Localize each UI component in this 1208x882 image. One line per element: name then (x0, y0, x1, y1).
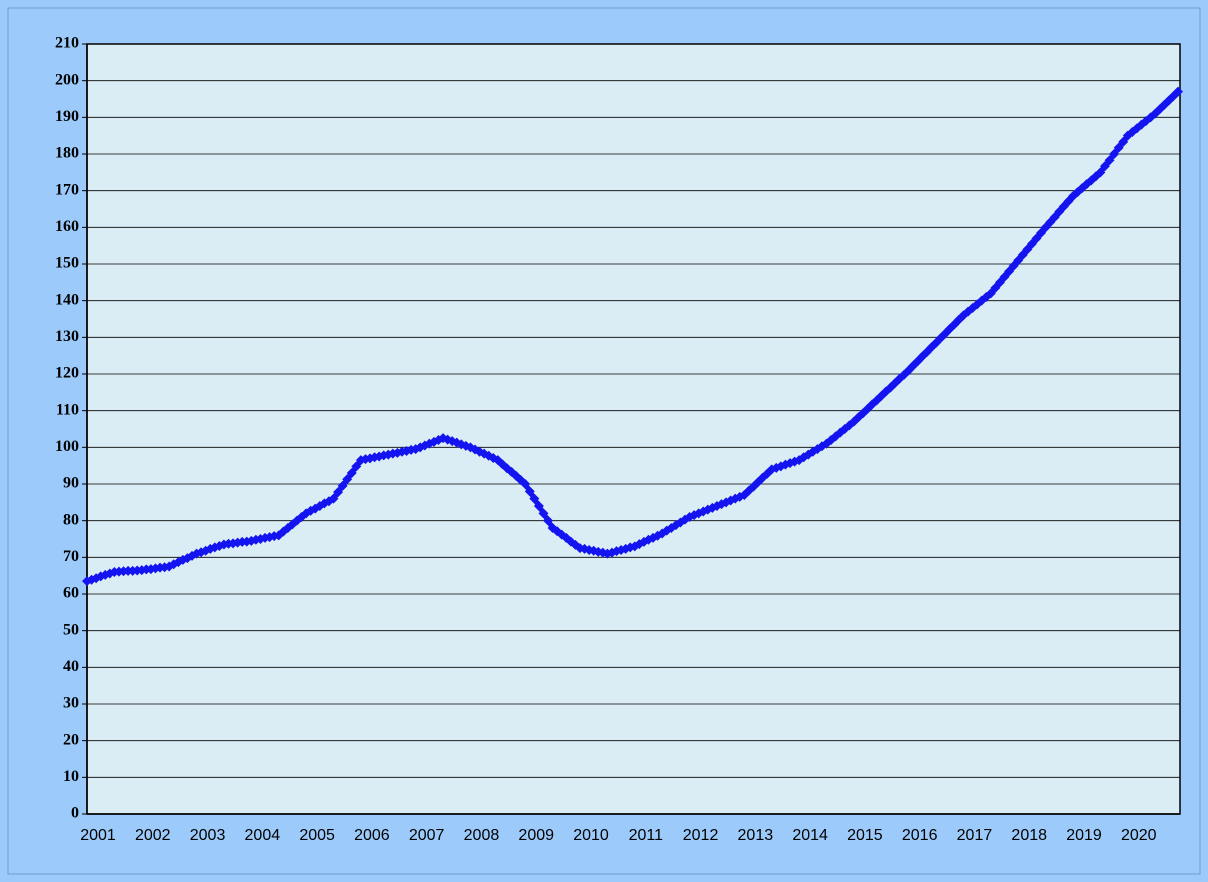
data-point (999, 271, 1010, 282)
y-tick-label: 30 (63, 695, 79, 712)
x-tick-label: 2018 (1011, 827, 1047, 844)
x-tick-label: 2006 (354, 827, 390, 844)
data-point (533, 501, 544, 511)
x-tick-label: 2013 (738, 827, 774, 844)
x-tick-label: 2019 (1066, 827, 1102, 844)
data-point (1017, 249, 1028, 260)
x-tick-label: 2016 (902, 827, 938, 844)
y-tick-label: 150 (55, 255, 79, 272)
data-point (1031, 233, 1042, 244)
data-point (1095, 167, 1106, 178)
data-point (538, 508, 549, 519)
x-tick-label: 2015 (847, 827, 883, 844)
y-tick-label: 20 (63, 731, 79, 748)
x-tick-label: 2004 (245, 827, 281, 844)
y-tick-label: 60 (63, 585, 79, 602)
data-point (337, 480, 348, 491)
data-point (1049, 212, 1060, 223)
y-tick-label: 40 (63, 658, 79, 675)
y-tick-label: 90 (63, 475, 79, 492)
data-point (342, 474, 353, 485)
data-point (1008, 260, 1019, 271)
y-tick-label: 10 (63, 768, 79, 785)
y-tick-label: 0 (71, 805, 79, 822)
y-tick-label: 190 (55, 108, 79, 125)
y-tick-label: 80 (63, 511, 79, 528)
data-point (1173, 86, 1183, 97)
x-tick-label: 2010 (573, 827, 609, 844)
x-tick-label: 2002 (135, 827, 171, 844)
data-point (985, 288, 996, 299)
data-point (1004, 266, 1015, 277)
y-tick-label: 180 (55, 145, 79, 162)
data-point (1113, 142, 1124, 153)
y-tick-label: 100 (55, 438, 79, 455)
y-tick-label: 130 (55, 328, 79, 345)
data-point (520, 479, 531, 489)
data-point (328, 493, 339, 504)
y-tick-label: 160 (55, 218, 79, 235)
y-tick-label: 120 (55, 365, 79, 382)
y-tick-label: 170 (55, 181, 79, 198)
y-tick-label: 70 (63, 548, 79, 565)
x-tick-label: 2009 (518, 827, 554, 844)
y-tick-label: 140 (55, 291, 79, 308)
data-point (994, 277, 1005, 288)
data-point (990, 282, 1001, 293)
data-point (1013, 255, 1024, 266)
data-point (351, 461, 362, 472)
data-point (529, 493, 540, 504)
data-point (333, 487, 344, 498)
data-point (1104, 155, 1115, 166)
x-tick-label: 2001 (80, 827, 116, 844)
y-tick-label: 210 (55, 35, 79, 52)
x-tick-label: 2007 (409, 827, 445, 844)
plot-area (86, 43, 1181, 815)
data-point (1109, 149, 1120, 159)
x-tick-label: 2011 (629, 827, 664, 844)
x-tick-label: 2020 (1121, 827, 1157, 844)
data-point (1026, 238, 1037, 249)
x-tick-label: 2003 (190, 827, 226, 844)
data-point (1022, 244, 1033, 255)
y-tick-label: 50 (63, 621, 79, 638)
x-tick-label: 2012 (683, 827, 719, 844)
x-tick-label: 2008 (464, 827, 500, 844)
x-tick-label: 2005 (299, 827, 335, 844)
data-point (1118, 136, 1129, 147)
data-point (543, 515, 554, 526)
data-point (346, 468, 357, 478)
data-point (524, 486, 535, 497)
y-tick-label: 200 (55, 71, 79, 88)
data-point (1036, 227, 1047, 238)
x-tick-label: 2014 (792, 827, 828, 844)
data-point (1099, 161, 1110, 172)
y-tick-label: 110 (56, 401, 79, 418)
x-tick-label: 2017 (957, 827, 993, 844)
